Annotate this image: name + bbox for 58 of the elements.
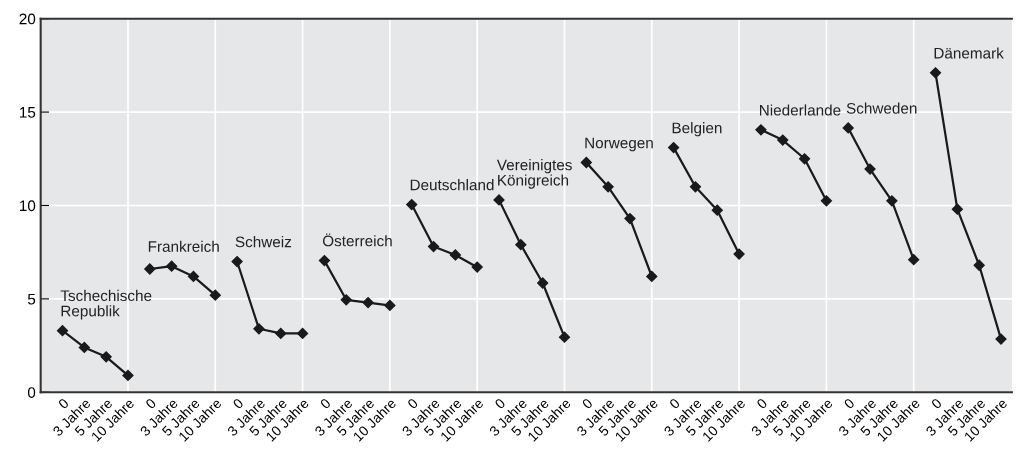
point (318, 254, 331, 267)
point (78, 341, 90, 354)
point (755, 124, 767, 136)
point (427, 240, 440, 253)
point (777, 134, 789, 146)
point (384, 299, 396, 312)
point (209, 289, 221, 301)
point (558, 331, 571, 343)
point (908, 254, 920, 266)
series-label: Niederlande (759, 104, 841, 116)
point (166, 260, 178, 272)
y-tick-label: 20 (19, 13, 36, 25)
point (580, 156, 592, 169)
series-label: Tschechische Republik (60, 289, 152, 320)
series-label: Vereinigtes Königreich (496, 159, 572, 189)
point (231, 255, 243, 268)
point (362, 297, 374, 309)
point (951, 203, 963, 215)
point (820, 195, 833, 207)
series-label: Österreich (322, 233, 392, 247)
point (406, 198, 418, 211)
series-label: Deutschland (410, 179, 494, 191)
point (493, 194, 505, 206)
series-label: Dänemark (934, 47, 1004, 59)
y-tick-label: 10 (19, 200, 36, 212)
point (602, 181, 614, 193)
point (624, 212, 636, 225)
point (340, 294, 352, 306)
series-label: Frankreich (148, 240, 219, 252)
point (689, 181, 702, 193)
point (296, 327, 309, 340)
series-label: Schweden (846, 102, 917, 114)
point (886, 195, 898, 207)
point (275, 327, 287, 340)
point (56, 325, 69, 337)
y-tick-label: 0 (27, 387, 36, 398)
point (798, 153, 811, 165)
series-label: Norwegen (585, 137, 653, 152)
point (122, 369, 134, 382)
point (144, 263, 156, 275)
point (711, 204, 723, 216)
y-tick-label: 5 (27, 293, 36, 305)
point (646, 270, 658, 283)
point (471, 261, 483, 273)
point (100, 351, 112, 363)
point (668, 141, 680, 154)
point (449, 249, 461, 261)
point (187, 270, 200, 283)
point (733, 248, 745, 260)
point (253, 323, 265, 335)
point (929, 67, 942, 79)
point (515, 239, 527, 251)
series-label: Belgien (672, 122, 722, 137)
y-tick-label: 15 (19, 107, 36, 118)
point (842, 122, 854, 134)
series-label: Schweiz (235, 236, 292, 248)
point (973, 259, 985, 271)
point (537, 277, 549, 289)
